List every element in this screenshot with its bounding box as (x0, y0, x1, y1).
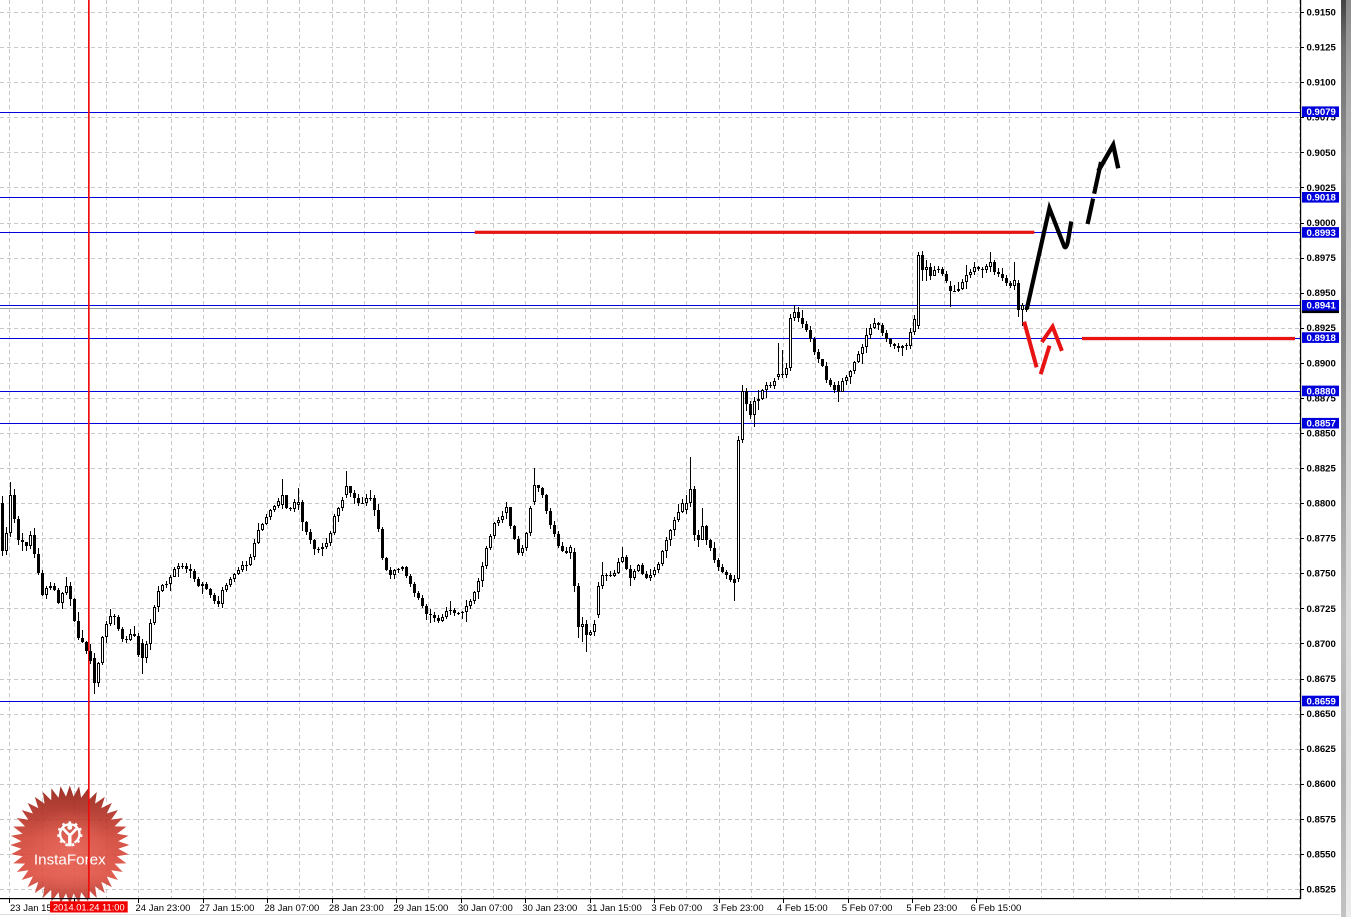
svg-text:0.8525: 0.8525 (1307, 884, 1337, 895)
svg-text:0.9018: 0.9018 (1307, 193, 1337, 204)
svg-text:0.9000: 0.9000 (1307, 218, 1336, 229)
svg-text:0.8625: 0.8625 (1307, 744, 1337, 755)
svg-text:0.9075: 0.9075 (1307, 113, 1337, 124)
svg-text:0.8800: 0.8800 (1307, 499, 1336, 510)
svg-text:0.8880: 0.8880 (1307, 386, 1336, 397)
svg-text:0.8700: 0.8700 (1307, 639, 1336, 650)
svg-text:0.8750: 0.8750 (1307, 569, 1336, 580)
svg-text:0.9079: 0.9079 (1307, 107, 1336, 118)
svg-text:0.9025: 0.9025 (1307, 183, 1337, 194)
svg-text:0.8993: 0.8993 (1307, 228, 1336, 239)
svg-text:5 Feb 23:00: 5 Feb 23:00 (906, 903, 957, 914)
svg-text:5 Feb 07:00: 5 Feb 07:00 (842, 903, 893, 914)
svg-text:29 Jan 15:00: 29 Jan 15:00 (393, 903, 448, 914)
svg-text:0.8675: 0.8675 (1307, 674, 1337, 685)
svg-text:0.9100: 0.9100 (1307, 78, 1336, 89)
svg-text:0.8857: 0.8857 (1307, 419, 1336, 430)
svg-text:30 Jan 23:00: 30 Jan 23:00 (522, 903, 577, 914)
svg-text:6 Feb 15:00: 6 Feb 15:00 (971, 903, 1022, 914)
svg-text:28 Jan 23:00: 28 Jan 23:00 (329, 903, 384, 914)
svg-text:0.8950: 0.8950 (1307, 288, 1336, 299)
svg-text:23 Jan 15:00: 23 Jan 15:00 (10, 903, 65, 914)
svg-text:0.8575: 0.8575 (1307, 814, 1337, 825)
svg-text:0.9050: 0.9050 (1307, 148, 1336, 159)
svg-text:0.8975: 0.8975 (1307, 253, 1337, 264)
svg-text:0.8900: 0.8900 (1307, 358, 1336, 369)
svg-text:0.9125: 0.9125 (1307, 43, 1337, 54)
svg-text:0.8875: 0.8875 (1307, 393, 1337, 404)
svg-text:31 Jan 15:00: 31 Jan 15:00 (587, 903, 642, 914)
svg-text:0.8600: 0.8600 (1307, 779, 1336, 790)
svg-text:0.8775: 0.8775 (1307, 534, 1337, 545)
svg-text:0.8659: 0.8659 (1307, 696, 1336, 707)
svg-text:0.8850: 0.8850 (1307, 428, 1336, 439)
svg-text:0.8925: 0.8925 (1307, 323, 1337, 334)
svg-text:3 Feb 07:00: 3 Feb 07:00 (651, 903, 702, 914)
svg-text:28 Jan 07:00: 28 Jan 07:00 (264, 903, 319, 914)
svg-text:0.8918: 0.8918 (1307, 333, 1337, 344)
svg-text:30 Jan 07:00: 30 Jan 07:00 (458, 903, 513, 914)
svg-text:0.8550: 0.8550 (1307, 849, 1336, 860)
svg-text:0.8650: 0.8650 (1307, 709, 1336, 720)
svg-text:2014.01.24 11:00: 2014.01.24 11:00 (53, 902, 125, 912)
svg-text:24 Jan 23:00: 24 Jan 23:00 (136, 903, 191, 914)
svg-text:27 Jan 15:00: 27 Jan 15:00 (200, 903, 255, 914)
svg-text:0.8941: 0.8941 (1307, 301, 1337, 312)
svg-text:0.8825: 0.8825 (1307, 464, 1337, 475)
svg-text:4 Feb 15:00: 4 Feb 15:00 (777, 903, 828, 914)
svg-text:3 Feb 23:00: 3 Feb 23:00 (713, 903, 764, 914)
svg-text:InstaForex: InstaForex (34, 852, 106, 869)
svg-text:0.9150: 0.9150 (1307, 8, 1336, 19)
svg-text:0.8725: 0.8725 (1307, 604, 1337, 615)
